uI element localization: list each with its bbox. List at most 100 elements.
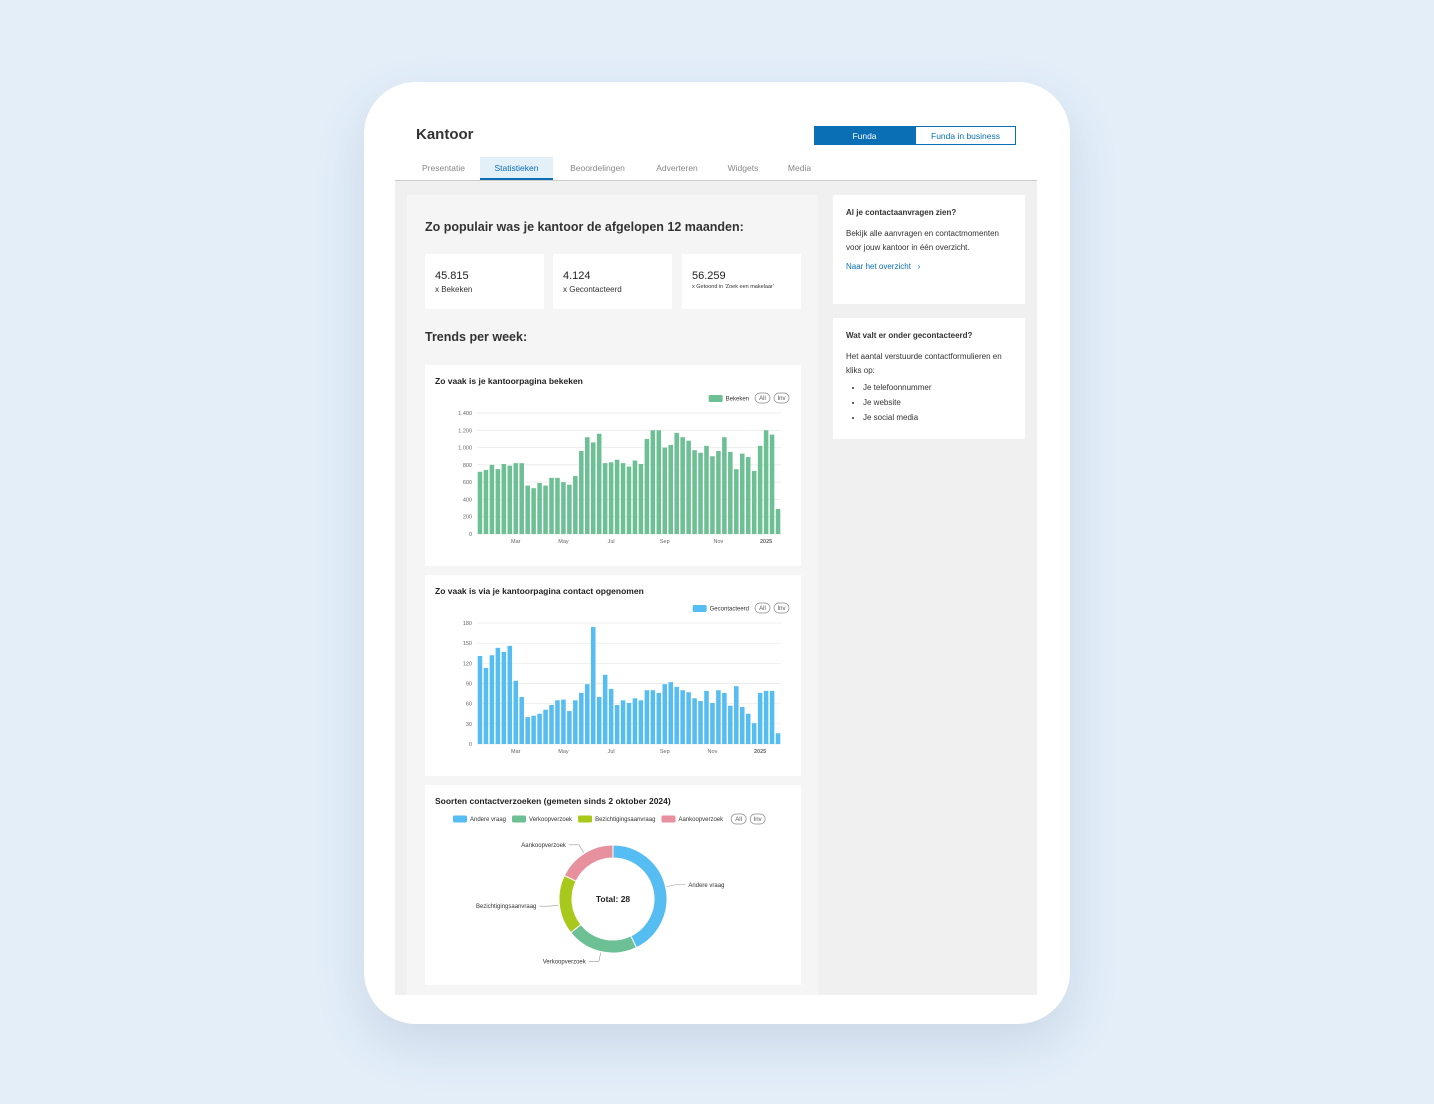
info-title: Al je contactaanvragen zien?	[846, 208, 957, 217]
bar	[513, 680, 519, 744]
legend-label: Bekeken	[726, 397, 749, 403]
stat-value: 45.815	[435, 270, 469, 282]
y-tick-label: 90	[466, 682, 472, 688]
bar	[561, 482, 566, 534]
bar	[567, 711, 572, 744]
bar	[561, 699, 566, 744]
legend-button[interactable]	[754, 602, 771, 614]
info-text: Bekijk alle aanvragen en contactmomenten…	[846, 229, 999, 252]
bar	[489, 655, 495, 744]
bar	[775, 733, 781, 744]
bar	[525, 717, 530, 744]
bar	[549, 705, 554, 744]
bar	[519, 696, 524, 744]
chart-title: Zo vaak is via je kantoorpagina contact …	[435, 586, 644, 596]
list-item: Je telefoonnummer	[863, 380, 1012, 395]
x-tick-label: Jul	[608, 539, 615, 545]
y-tick-label: 0	[469, 742, 472, 748]
bar	[614, 459, 620, 534]
tab[interactable]: Presentatie	[422, 163, 465, 173]
bar	[579, 692, 584, 744]
tab[interactable]: Beoordelingen	[570, 163, 625, 173]
stat-label: x Gecontacteerd	[563, 285, 622, 294]
legend-button[interactable]	[749, 813, 766, 825]
donut-slice	[570, 923, 638, 954]
legend-swatch	[661, 815, 676, 823]
legend-swatch	[453, 815, 467, 823]
chart-title: Zo vaak is je kantoorpagina bekeken	[435, 376, 583, 386]
stat-card: 45.815 x Bekeken	[425, 254, 544, 309]
bar	[698, 700, 703, 744]
legend-button[interactable]	[773, 392, 790, 404]
y-tick-label: 1.200	[458, 428, 472, 434]
legend-button-label[interactable]: Inv	[777, 396, 785, 402]
legend-button[interactable]	[754, 392, 771, 404]
donut-center-label: Total: 28	[596, 894, 631, 904]
bar	[525, 485, 530, 534]
bar	[757, 445, 763, 534]
legend-button-label[interactable]: Inv	[754, 817, 762, 823]
bar	[674, 432, 679, 534]
toggle-button[interactable]: Funda	[814, 126, 915, 145]
y-tick-label: 60	[466, 702, 472, 708]
y-tick-label: 150	[463, 641, 472, 647]
legend-label: Verkoopverzoek	[529, 817, 573, 823]
y-tick-label: 30	[466, 722, 472, 728]
tab[interactable]: Media	[787, 163, 812, 173]
bar	[477, 471, 483, 534]
leader-line	[666, 884, 686, 888]
bar	[638, 700, 644, 744]
bar	[763, 430, 769, 534]
legend-button-label[interactable]: All	[759, 396, 766, 402]
legend-swatch	[578, 815, 593, 823]
bar	[644, 438, 650, 534]
bar	[555, 477, 560, 534]
legend-button[interactable]	[773, 602, 790, 614]
chart-card: Zo vaak is via je kantoorpagina contact …	[425, 575, 801, 776]
bar	[716, 690, 721, 744]
bar	[507, 465, 513, 534]
legend-button[interactable]	[730, 813, 747, 825]
tab[interactable]: Adverteren	[656, 163, 698, 173]
chart-card: Soorten contactverzoeken (gemeten sinds …	[425, 785, 801, 985]
stat-value: 4.124	[563, 270, 591, 282]
y-tick-label: 200	[463, 515, 472, 521]
bar	[555, 700, 560, 744]
legend-button-label[interactable]: Inv	[777, 606, 785, 612]
y-tick-label: 600	[463, 480, 472, 486]
stat-label: x Getoond in 'Zoek een makelaar'	[692, 284, 774, 290]
bar	[728, 451, 733, 534]
info-link[interactable]: Naar het overzicht ›	[846, 262, 921, 271]
bar	[632, 460, 638, 534]
bar	[489, 464, 495, 534]
bar	[769, 434, 775, 534]
legend-button-label[interactable]: All	[735, 817, 742, 823]
bar	[596, 433, 602, 534]
tab[interactable]: Widgets	[727, 163, 759, 173]
bar	[656, 692, 662, 744]
list-item: Je website	[863, 395, 1012, 410]
stat-card: 4.124 x Gecontacteerd	[553, 254, 672, 309]
bar	[763, 690, 769, 744]
tab[interactable]: Statistieken	[480, 157, 553, 180]
x-tick-label: May	[558, 749, 569, 755]
bar	[537, 713, 542, 744]
bar	[608, 462, 614, 534]
bar	[775, 508, 781, 534]
bar	[650, 690, 656, 744]
y-tick-label: 0	[469, 532, 472, 538]
slice-label: Andere vraag	[688, 883, 724, 889]
tab-divider	[395, 180, 1037, 181]
bar	[590, 442, 596, 534]
legend-button-label[interactable]: All	[759, 606, 766, 612]
bar	[608, 688, 614, 744]
leader-line	[539, 904, 559, 907]
stat-value: 56.259	[692, 270, 726, 282]
bar	[585, 684, 590, 744]
info-card: Wat valt er onder gecontacteerd? Het aan…	[833, 318, 1025, 439]
bar	[638, 463, 644, 534]
link-text[interactable]: Naar het overzicht	[846, 262, 911, 271]
legend-swatch	[512, 815, 527, 823]
toggle-button[interactable]: Funda in business	[915, 126, 1016, 145]
bar	[626, 466, 632, 534]
